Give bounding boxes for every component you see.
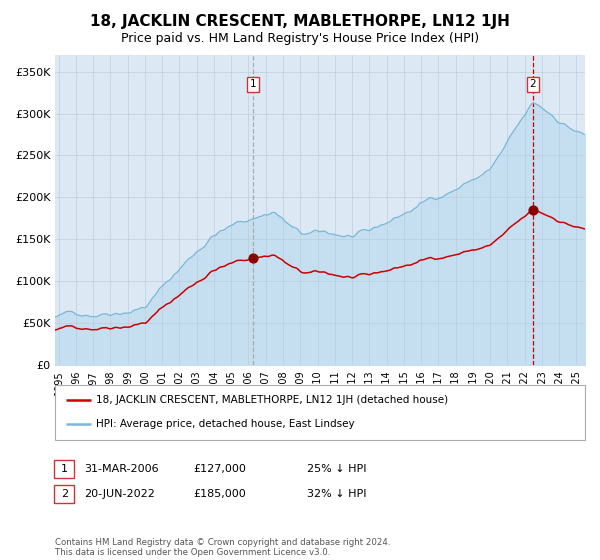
Text: 18, JACKLIN CRESCENT, MABLETHORPE, LN12 1JH (detached house): 18, JACKLIN CRESCENT, MABLETHORPE, LN12 … [96, 395, 448, 405]
Text: 20-JUN-2022: 20-JUN-2022 [84, 489, 155, 499]
Text: £127,000: £127,000 [193, 464, 246, 474]
Text: 1: 1 [250, 80, 256, 90]
Text: Price paid vs. HM Land Registry's House Price Index (HPI): Price paid vs. HM Land Registry's House … [121, 32, 479, 45]
Text: HPI: Average price, detached house, East Lindsey: HPI: Average price, detached house, East… [96, 419, 355, 429]
Text: 25% ↓ HPI: 25% ↓ HPI [307, 464, 367, 474]
Text: 2: 2 [61, 489, 68, 499]
Point [248, 254, 258, 263]
Text: Contains HM Land Registry data © Crown copyright and database right 2024.
This d: Contains HM Land Registry data © Crown c… [55, 538, 391, 557]
Text: £185,000: £185,000 [193, 489, 246, 499]
Text: 31-MAR-2006: 31-MAR-2006 [84, 464, 158, 474]
Text: 32% ↓ HPI: 32% ↓ HPI [307, 489, 367, 499]
Text: 2: 2 [529, 80, 536, 90]
Text: 18, JACKLIN CRESCENT, MABLETHORPE, LN12 1JH: 18, JACKLIN CRESCENT, MABLETHORPE, LN12 … [90, 14, 510, 29]
Point [528, 206, 538, 214]
Text: 1: 1 [61, 464, 68, 474]
